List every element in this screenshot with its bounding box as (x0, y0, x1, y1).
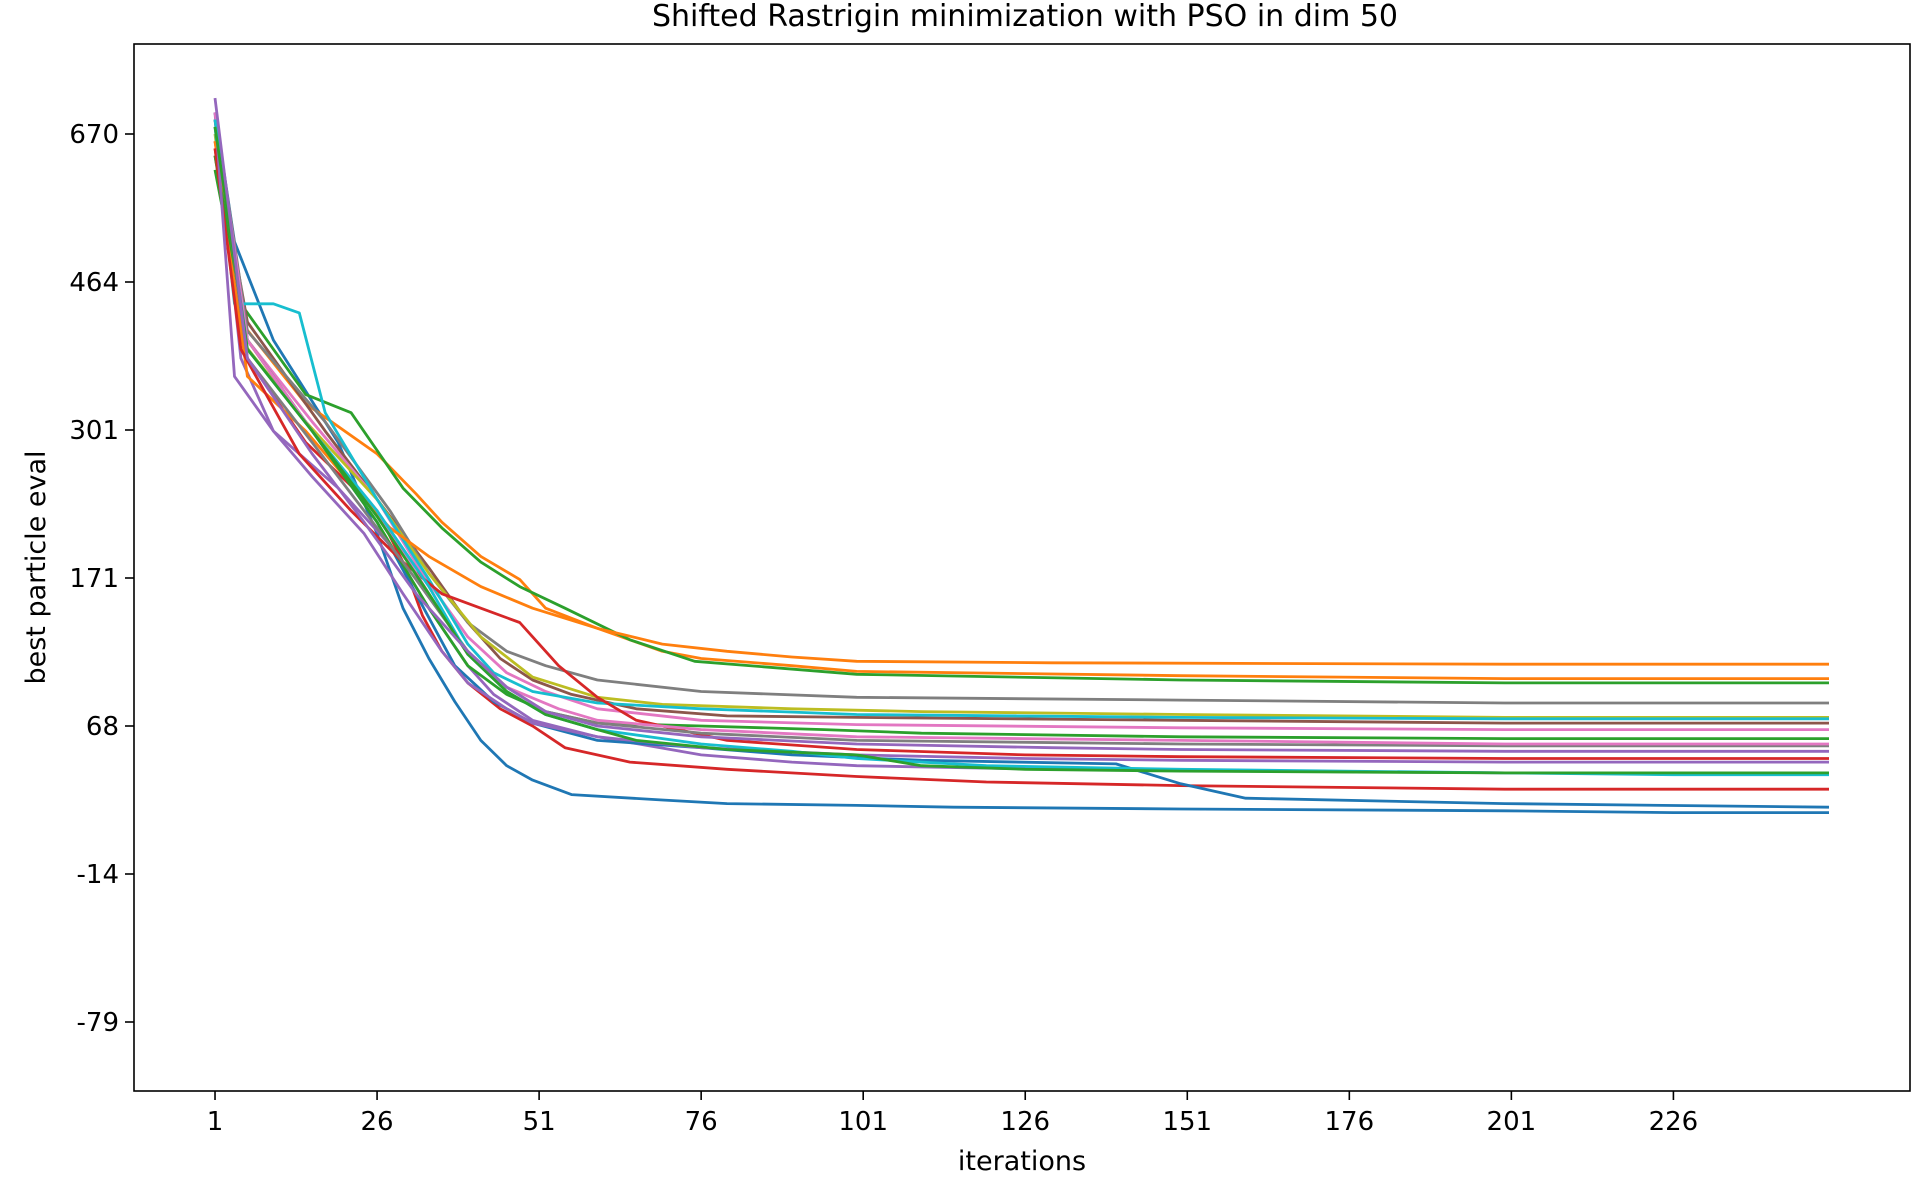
x-tick-label: 126 (1000, 1107, 1050, 1137)
series-line-7 (213, 126, 1829, 731)
x-tick-label: 76 (685, 1107, 718, 1137)
plot-frame (133, 43, 1911, 1092)
series-line-4 (213, 155, 1829, 791)
series-line-8 (213, 112, 1829, 705)
x-axis-label: iterations (958, 1146, 1086, 1177)
chart-title: Shifted Rastrigin minimization with PSO … (652, 0, 1398, 34)
series-line-14 (213, 148, 1829, 760)
y-axis: 670 464 301 171 68 -14 -79 (69, 120, 134, 1038)
x-tick-label: 26 (361, 1107, 394, 1137)
y-tick-label: 464 (69, 268, 119, 298)
y-tick-label: 670 (69, 120, 119, 150)
x-tick-label: 226 (1649, 1107, 1699, 1137)
x-tick-label: 151 (1162, 1107, 1212, 1137)
x-tick-label: 1 (207, 1107, 224, 1137)
x-axis: 1 26 51 76 101 126 151 176 201 226 (207, 1091, 1698, 1137)
series-line-19 (213, 126, 1829, 775)
series-line-10 (213, 126, 1829, 721)
series-line-12 (213, 141, 1829, 666)
series-line-2 (213, 148, 1829, 680)
y-tick-label: 68 (86, 712, 119, 742)
x-tick-label: 101 (838, 1107, 888, 1137)
y-axis-label: best particle eval (21, 450, 52, 684)
x-tick-label: 51 (523, 1107, 556, 1137)
x-tick-label: 176 (1325, 1107, 1375, 1137)
y-tick-label: -14 (77, 860, 119, 890)
series-line-13 (213, 155, 1829, 740)
series-layer (213, 97, 1830, 814)
series-line-15 (213, 112, 1829, 764)
x-tick-label: 201 (1487, 1107, 1537, 1137)
y-tick-label: -79 (77, 1008, 119, 1038)
series-line-6 (213, 140, 1829, 725)
y-tick-label: 301 (69, 416, 119, 446)
series-line-9 (213, 133, 1829, 719)
series-line-1 (213, 112, 1829, 814)
y-tick-label: 171 (69, 564, 119, 594)
series-line-20 (213, 97, 1829, 753)
